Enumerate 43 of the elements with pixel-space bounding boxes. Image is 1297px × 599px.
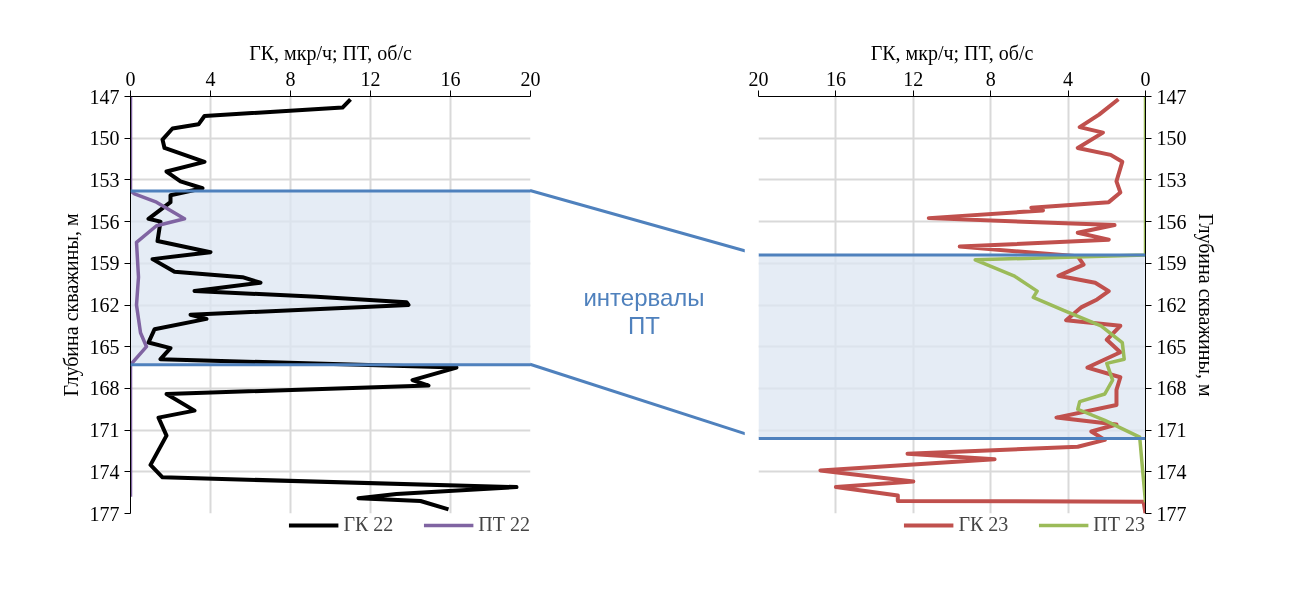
y-tick-label: 162: [89, 294, 120, 316]
y-tick-label: 147: [89, 85, 120, 108]
y-tick-label: 174: [89, 460, 120, 483]
y-tick-label: 174: [1156, 460, 1187, 483]
y-tick-label: 177: [1156, 502, 1187, 525]
text: интервалы ПТ: [583, 283, 705, 339]
x-tick-label: 8: [285, 67, 296, 90]
legend-label: ГК 22: [343, 513, 394, 536]
y-axis-title: Глубина скважины, м: [1193, 213, 1217, 397]
x-tick-label: 12: [903, 67, 924, 90]
x-tick-label: 16: [440, 67, 461, 90]
y-tick-label: 150: [1156, 127, 1187, 150]
y-tick-label: 177: [89, 502, 120, 525]
y-tick-label: 171: [1156, 419, 1187, 442]
y-tick-label: 159: [1156, 252, 1187, 275]
y-tick-label: 159: [89, 252, 120, 275]
y-tick-label: 156: [89, 210, 120, 233]
y-tick-label: 171: [89, 419, 120, 442]
legend-label: ПТ 23: [1093, 513, 1145, 536]
y-tick-label: 168: [89, 377, 120, 400]
legend-label: ГК 23: [958, 513, 1009, 536]
y-tick-label: 153: [1156, 168, 1187, 191]
x-tick-label: 0: [1140, 67, 1151, 90]
legend-label: ПТ 22: [478, 513, 530, 536]
y-tick-label: 165: [1156, 335, 1187, 358]
y-axis-title: Глубина скважины, м: [59, 213, 83, 397]
x-axis-title: ГК, мкр/ч; ПТ, об/с: [249, 41, 412, 65]
x-axis-title: ГК, мкр/ч; ПТ, об/с: [870, 41, 1034, 65]
y-tick-label: 150: [89, 127, 120, 150]
x-tick-label: 12: [360, 67, 381, 90]
x-tick-label: 8: [985, 67, 996, 90]
y-tick-label: 156: [1156, 210, 1187, 233]
x-tick-label: 0: [125, 67, 136, 90]
y-tick-label: 165: [89, 335, 120, 358]
x-tick-label: 4: [205, 67, 216, 90]
y-tick-label: 153: [89, 168, 120, 191]
y-tick-label: 147: [1156, 85, 1187, 108]
x-tick-label: 20: [748, 67, 769, 90]
y-tick-label: 168: [1156, 377, 1187, 400]
x-tick-label: 4: [1063, 67, 1074, 90]
x-tick-label: 16: [825, 67, 846, 90]
y-tick-label: 162: [1156, 294, 1187, 316]
x-tick-label: 20: [520, 67, 541, 90]
